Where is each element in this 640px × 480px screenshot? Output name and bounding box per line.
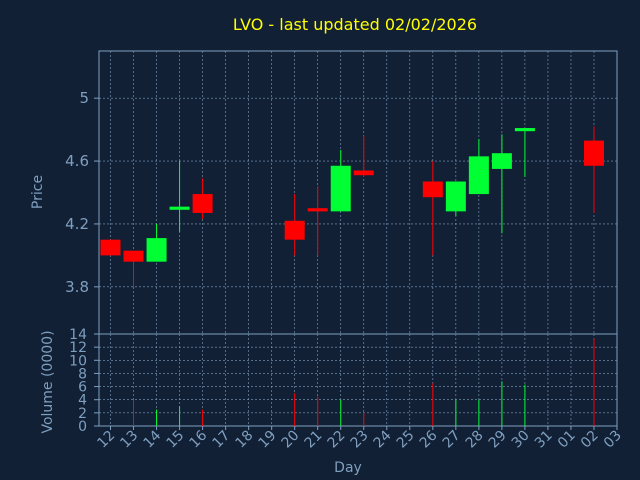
candle-body: [284, 220, 305, 240]
volume-tick-label: 12: [69, 340, 87, 356]
day-tick-label: 19: [256, 428, 280, 452]
day-tick-label: 15: [163, 428, 187, 452]
candle-body: [468, 156, 489, 195]
day-tick-label: 02: [578, 428, 602, 452]
day-tick-label: 20: [279, 428, 303, 452]
volume-tick-label: 14: [69, 327, 87, 343]
day-tick-label: 30: [509, 428, 533, 452]
day-tick-label: 23: [348, 428, 372, 452]
volume-tick-label: 10: [69, 353, 87, 369]
price-panel: [98, 50, 618, 335]
candle-02: [583, 126, 604, 213]
volume-bars: [133, 338, 595, 426]
day-tick-label: 16: [187, 427, 211, 451]
day-tick-label: 18: [233, 428, 257, 452]
price-tick-labels: 3.8 4.2 4.6 5: [65, 89, 99, 296]
day-tick-label: 29: [486, 428, 510, 452]
candle-body: [100, 239, 121, 256]
price-tick-label: 5: [79, 89, 89, 107]
candle-body: [146, 238, 167, 262]
candle-12: [100, 239, 121, 256]
candle-body: [330, 165, 351, 212]
day-tick-labels: 12 13 14 15 16 17 18 19 20 21 22 23 24 25 26 27 28 29 30 31…: [94, 426, 625, 452]
candle-body: [514, 128, 535, 132]
volume-axis-label: Volume (0000): [40, 330, 56, 433]
candle-21: [307, 186, 328, 256]
volume-tick-label: 0: [78, 419, 87, 435]
candle-body: [491, 153, 512, 169]
day-tick-label: 03: [601, 428, 625, 452]
candle-14: [146, 223, 167, 262]
candle-body: [192, 194, 213, 213]
y-axis-label: Price: [30, 175, 46, 209]
day-tick-label: 27: [440, 428, 464, 452]
candle-27: [445, 181, 466, 217]
volume-panel: [98, 333, 618, 427]
candle-body: [422, 181, 443, 198]
day-tick-label: 24: [371, 427, 395, 451]
x-axis-label: Day: [334, 460, 362, 476]
day-tick-label: 13: [117, 428, 141, 452]
candle-13: [123, 250, 144, 287]
candles: [100, 126, 604, 287]
price-tick-label: 4.6: [65, 152, 89, 170]
day-tick-label: 28: [463, 428, 487, 452]
candle-body: [123, 250, 144, 262]
day-tick-label: 17: [210, 428, 234, 452]
candle-30: [514, 128, 535, 177]
day-tick-label: 26: [417, 427, 441, 451]
volume-tick-label: 8: [78, 366, 87, 382]
day-tick-label: 21: [302, 428, 326, 452]
candle-23: [353, 135, 374, 177]
chart-title: LVO - last updated 02/02/2026: [233, 15, 477, 34]
volume-frame: [98, 333, 618, 427]
day-tick-label: 22: [325, 428, 349, 452]
price-tick-label: 3.8: [65, 278, 89, 296]
candle-28: [468, 139, 489, 195]
candle-body: [353, 170, 374, 176]
volume-tick-label: 6: [78, 380, 87, 396]
candle-22: [330, 150, 351, 212]
candle-20: [284, 194, 305, 256]
candle-body: [169, 206, 190, 210]
candle-body: [583, 140, 604, 166]
candle-26: [422, 161, 443, 256]
price-tick-label: 4.2: [65, 215, 89, 233]
candle-29: [491, 134, 512, 234]
candle-15: [169, 161, 190, 232]
price-frame: [98, 50, 618, 335]
candle-16: [192, 178, 213, 220]
day-tick-label: 14: [140, 427, 164, 451]
day-tick-label: 01: [555, 428, 579, 452]
grid: [99, 51, 618, 427]
day-tick-label: 25: [394, 428, 418, 452]
volume-tick-label: 4: [78, 393, 87, 409]
candle-body: [307, 208, 328, 212]
day-tick-label: 12: [94, 428, 118, 452]
day-tick-label: 31: [532, 428, 556, 452]
volume-tick-label: 2: [78, 406, 87, 422]
candle-body: [445, 181, 466, 212]
